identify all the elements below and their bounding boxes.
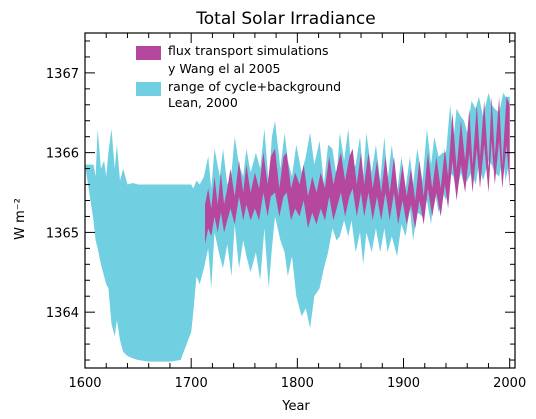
x-tick-label: 1600 (68, 376, 101, 391)
y-axis-label: W m⁻² (13, 198, 28, 240)
x-tick-label: 2000 (493, 376, 526, 391)
x-tick-label: 1700 (175, 376, 208, 391)
legend-swatch-wang (136, 46, 161, 60)
series-layer (85, 92, 510, 362)
legend-label-wang-line1: flux transport simulations (168, 43, 329, 58)
legend: flux transport simulations y Wang el al … (136, 43, 341, 110)
y-tick-label: 1364 (46, 306, 79, 321)
legend-label-lean-line1: range of cycle+background (168, 79, 341, 94)
x-tick-label: 1900 (387, 376, 420, 391)
series-band-wang (205, 96, 510, 245)
y-tick-label: 1366 (46, 147, 79, 162)
legend-label-wang-line2: y Wang el al 2005 (168, 61, 280, 76)
legend-swatch-lean (136, 82, 161, 96)
legend-label-lean-line2: Lean, 2000 (168, 95, 238, 110)
x-tick-label: 1800 (281, 376, 314, 391)
y-tick-label: 1367 (46, 67, 79, 82)
x-axis-label: Year (281, 399, 310, 414)
ticks-layer: 1600 1700 1800 1900 2000 1364 1365 1366 1367 (46, 33, 526, 391)
series-band-lean (85, 92, 510, 362)
y-tick-label: 1365 (46, 226, 79, 241)
chart-title: Total Solar Irradiance (195, 9, 375, 29)
